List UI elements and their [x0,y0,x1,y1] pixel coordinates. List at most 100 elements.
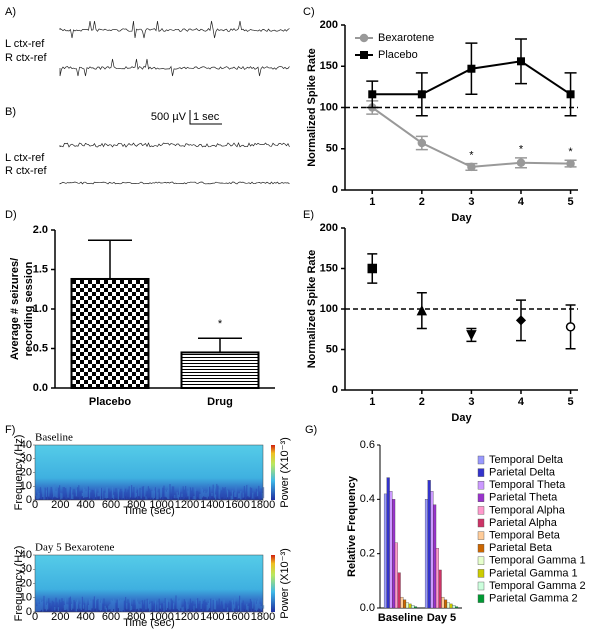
marker [368,90,377,99]
spectrogram-texture [48,485,50,497]
spectrogram-texture [198,491,200,499]
spectrogram-texture [71,603,73,611]
eeg-trace [59,142,290,148]
spectrogram-texture [77,487,79,498]
spectrogram-texture [66,495,68,500]
spectrogram-texture [114,492,116,498]
spectrogram-texture [164,598,166,611]
legend-swatch [477,556,485,565]
bar [455,606,459,609]
spectrogram-texture [212,484,214,497]
spectrogram-texture [170,598,172,609]
y-tick-label: 10 [20,592,32,604]
spectrogram-texture [150,490,152,499]
spectrogram-texture [50,607,52,611]
bar [411,605,415,609]
spectrogram-texture [85,599,87,611]
spectrogram-texture [259,491,261,500]
spectrogram-texture [156,486,158,500]
spectrogram-texture [122,486,124,499]
spectrogram-texture [41,494,43,500]
x-tick-label: 1000 [149,499,173,511]
x-tick-label: 600 [102,499,120,511]
spectrogram-texture [144,486,146,497]
spectrogram-texture [84,603,86,611]
legend-swatch [477,481,485,490]
spectrogram-texture [145,600,147,610]
spectrogram-texture [107,606,109,610]
spectrogram-texture [206,604,208,611]
spectrogram-texture [111,486,113,498]
spectrogram-texture [66,604,68,610]
spectrogram-texture [135,597,137,610]
spectrogram-texture [75,489,77,497]
spectrogram-texture [185,485,187,497]
bar [424,499,428,609]
spectrogram-texture [189,598,191,610]
y-axis-label: Frequency (Hz) [13,546,25,622]
plot-title: Day 5 Bexarotene [35,542,115,554]
spectrogram-texture [91,596,93,609]
spectrogram-texture [74,493,76,497]
spectrogram-texture [182,486,184,500]
bar [394,542,398,609]
x-tick-label: Drug [207,396,233,408]
spectrogram-texture [223,599,225,609]
spectrogram-texture [194,488,196,500]
spectrogram-texture [137,601,139,609]
spectrogram-texture [127,599,129,609]
colorbar-label: Power (X10⁻³) [279,437,291,508]
spectrogram-texture [71,489,73,499]
spectrogram-texture [80,490,82,498]
spectrogram-texture [37,601,39,612]
spectrogram-texture [108,488,110,499]
spectrogram-texture [187,604,189,609]
spectrogram-texture [261,599,263,609]
spectrogram-texture [221,601,223,612]
spectrogram-texture [201,603,203,612]
spectrogram-texture [44,596,46,610]
legend-label: Placebo [378,49,418,61]
spectrogram-texture [201,488,203,498]
spectrogram-texture [36,495,38,499]
x-tick-label: Day 5 [427,612,456,624]
spectrogram-texture [173,486,175,499]
bar [427,480,431,609]
spectrogram-texture [149,488,151,498]
spectrogram-texture [126,492,128,500]
spectrogram-texture [159,605,161,609]
spectrogram-texture [92,490,94,500]
spectrogram-texture [146,491,148,500]
x-tick-label: 1400 [200,611,224,623]
spectrogram-texture [210,598,212,611]
spectrogram-texture [203,492,205,497]
bar [400,596,404,609]
spectrogram-texture [62,601,64,609]
spectrogram-texture [145,496,147,500]
bar [449,603,453,609]
y-tick-label: 40 [20,439,32,451]
bar [444,599,448,609]
x-tick-label: 800 [127,611,145,623]
spectrogram-texture [55,490,57,498]
bar [435,548,439,609]
x-tick-label: 400 [76,611,94,623]
bar [414,606,418,609]
spectrogram-texture [179,600,181,611]
y-axis-label: Normalized Spike Rate [306,250,318,369]
bar [383,493,387,609]
spectrogram-texture [221,490,223,498]
spectrogram-texture [104,492,106,498]
spectrogram-texture [50,486,52,498]
spectrogram-texture [175,495,177,499]
spectrogram-texture [45,604,47,611]
spectrogram-texture [99,487,101,500]
x-tick-label: 1800 [251,611,275,623]
spectrogram-texture [83,604,85,609]
spectrogram-texture [68,494,70,499]
spectrogram-texture [73,600,75,610]
spectrogram-texture [119,491,121,497]
spectrogram-texture [167,599,169,609]
spectrogram-texture [193,605,195,611]
spectrogram-texture [60,492,62,500]
